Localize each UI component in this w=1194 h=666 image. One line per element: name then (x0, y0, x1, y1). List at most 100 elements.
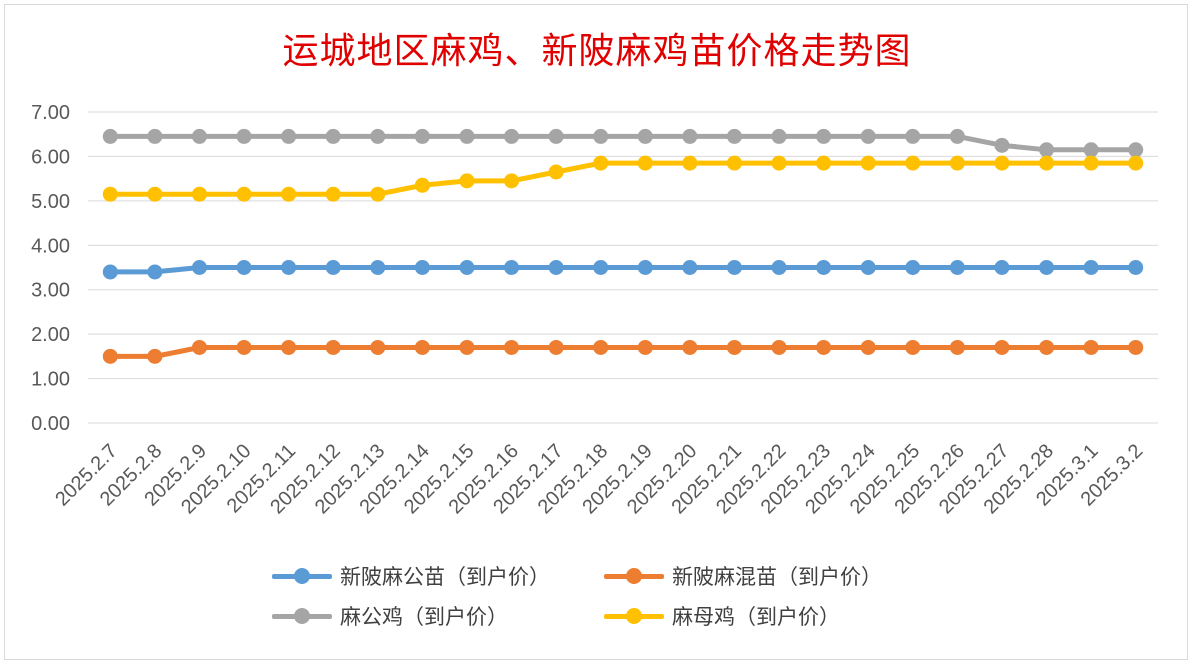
data-point (637, 128, 653, 144)
data-point (816, 339, 832, 355)
data-point (816, 128, 832, 144)
data-point (504, 260, 520, 275)
data-point (637, 260, 653, 275)
y-tick-label: 2.00 (31, 324, 70, 346)
data-point (994, 339, 1010, 355)
data-point (1083, 339, 1099, 355)
data-point (102, 264, 118, 280)
legend: 新陂麻公苗（到户价） 新陂麻混苗（到户价） 麻公鸡（到户价） 麻母鸡（到户价） (270, 562, 970, 630)
series-line-3 (107, 160, 1139, 197)
data-point (102, 348, 118, 364)
y-tick-label: 0.00 (31, 413, 70, 435)
data-point (236, 339, 252, 355)
data-point (102, 128, 118, 144)
data-point (771, 339, 787, 355)
data-point (459, 339, 475, 355)
data-point (370, 128, 386, 144)
data-point (236, 260, 252, 275)
data-point (1128, 155, 1144, 171)
data-point (414, 128, 430, 144)
data-point (504, 128, 520, 144)
data-point (281, 128, 297, 144)
data-point (593, 260, 609, 275)
data-point (1083, 142, 1099, 158)
data-point (726, 260, 742, 275)
legend-item-series-0: 新陂麻公苗（到户价） (270, 562, 602, 590)
data-point (771, 155, 787, 171)
data-point (949, 155, 965, 171)
data-point (147, 264, 163, 280)
y-tick-label: 5.00 (31, 191, 70, 213)
data-point (1039, 142, 1055, 158)
legend-item-series-3: 麻母鸡（到户价） (602, 602, 942, 630)
data-point (682, 155, 698, 171)
data-point (1039, 339, 1055, 355)
y-tick-label: 7.00 (31, 102, 70, 124)
data-point (905, 128, 921, 144)
data-point (370, 339, 386, 355)
data-point (1083, 155, 1099, 171)
data-point (949, 339, 965, 355)
data-point (905, 155, 921, 171)
series-line-1 (107, 345, 1139, 359)
data-point (682, 128, 698, 144)
data-point (816, 260, 832, 275)
data-point (414, 177, 430, 193)
data-point (236, 128, 252, 144)
data-point (281, 339, 297, 355)
data-point (281, 186, 297, 202)
data-point (325, 186, 341, 202)
legend-swatch-series-0 (270, 566, 334, 586)
data-point (414, 339, 430, 355)
data-point (1128, 260, 1144, 275)
data-point (860, 260, 876, 275)
data-point (102, 186, 118, 202)
data-point (147, 186, 163, 202)
data-point (191, 260, 207, 275)
data-point (1128, 339, 1144, 355)
data-point (771, 128, 787, 144)
data-point (236, 186, 252, 202)
legend-swatch-series-2 (270, 606, 334, 626)
data-point (860, 128, 876, 144)
data-point (860, 339, 876, 355)
legend-item-series-1: 新陂麻混苗（到户价） (602, 562, 942, 590)
data-point (771, 260, 787, 275)
data-point (1039, 155, 1055, 171)
chart-frame (4, 4, 1188, 660)
data-point (281, 260, 297, 275)
data-point (682, 339, 698, 355)
data-point (994, 155, 1010, 171)
data-point (593, 128, 609, 144)
data-point (905, 260, 921, 275)
data-point (325, 128, 341, 144)
data-point (548, 260, 564, 275)
data-point (147, 128, 163, 144)
data-point (994, 260, 1010, 275)
data-point (370, 260, 386, 275)
y-tick-label: 6.00 (31, 146, 70, 168)
data-point (459, 260, 475, 275)
y-tick-label: 3.00 (31, 280, 70, 302)
data-point (1083, 260, 1099, 275)
data-point (325, 339, 341, 355)
y-tick-label: 1.00 (31, 369, 70, 391)
data-point (325, 260, 341, 275)
legend-label: 新陂麻公苗（到户价） (340, 565, 550, 589)
data-point (459, 173, 475, 189)
data-point (191, 128, 207, 144)
data-point (905, 339, 921, 355)
data-point (860, 155, 876, 171)
data-point (414, 260, 430, 275)
data-point (637, 339, 653, 355)
data-point (682, 260, 698, 275)
series-line-2 (107, 133, 1139, 153)
data-point (459, 128, 475, 144)
data-point (593, 339, 609, 355)
legend-label: 麻母鸡（到户价） (672, 605, 840, 629)
chart-title: 运城地区麻鸡、新陂麻鸡苗价格走势图 (282, 31, 912, 72)
data-point (593, 155, 609, 171)
data-point (504, 173, 520, 189)
data-point (147, 348, 163, 364)
data-point (370, 186, 386, 202)
